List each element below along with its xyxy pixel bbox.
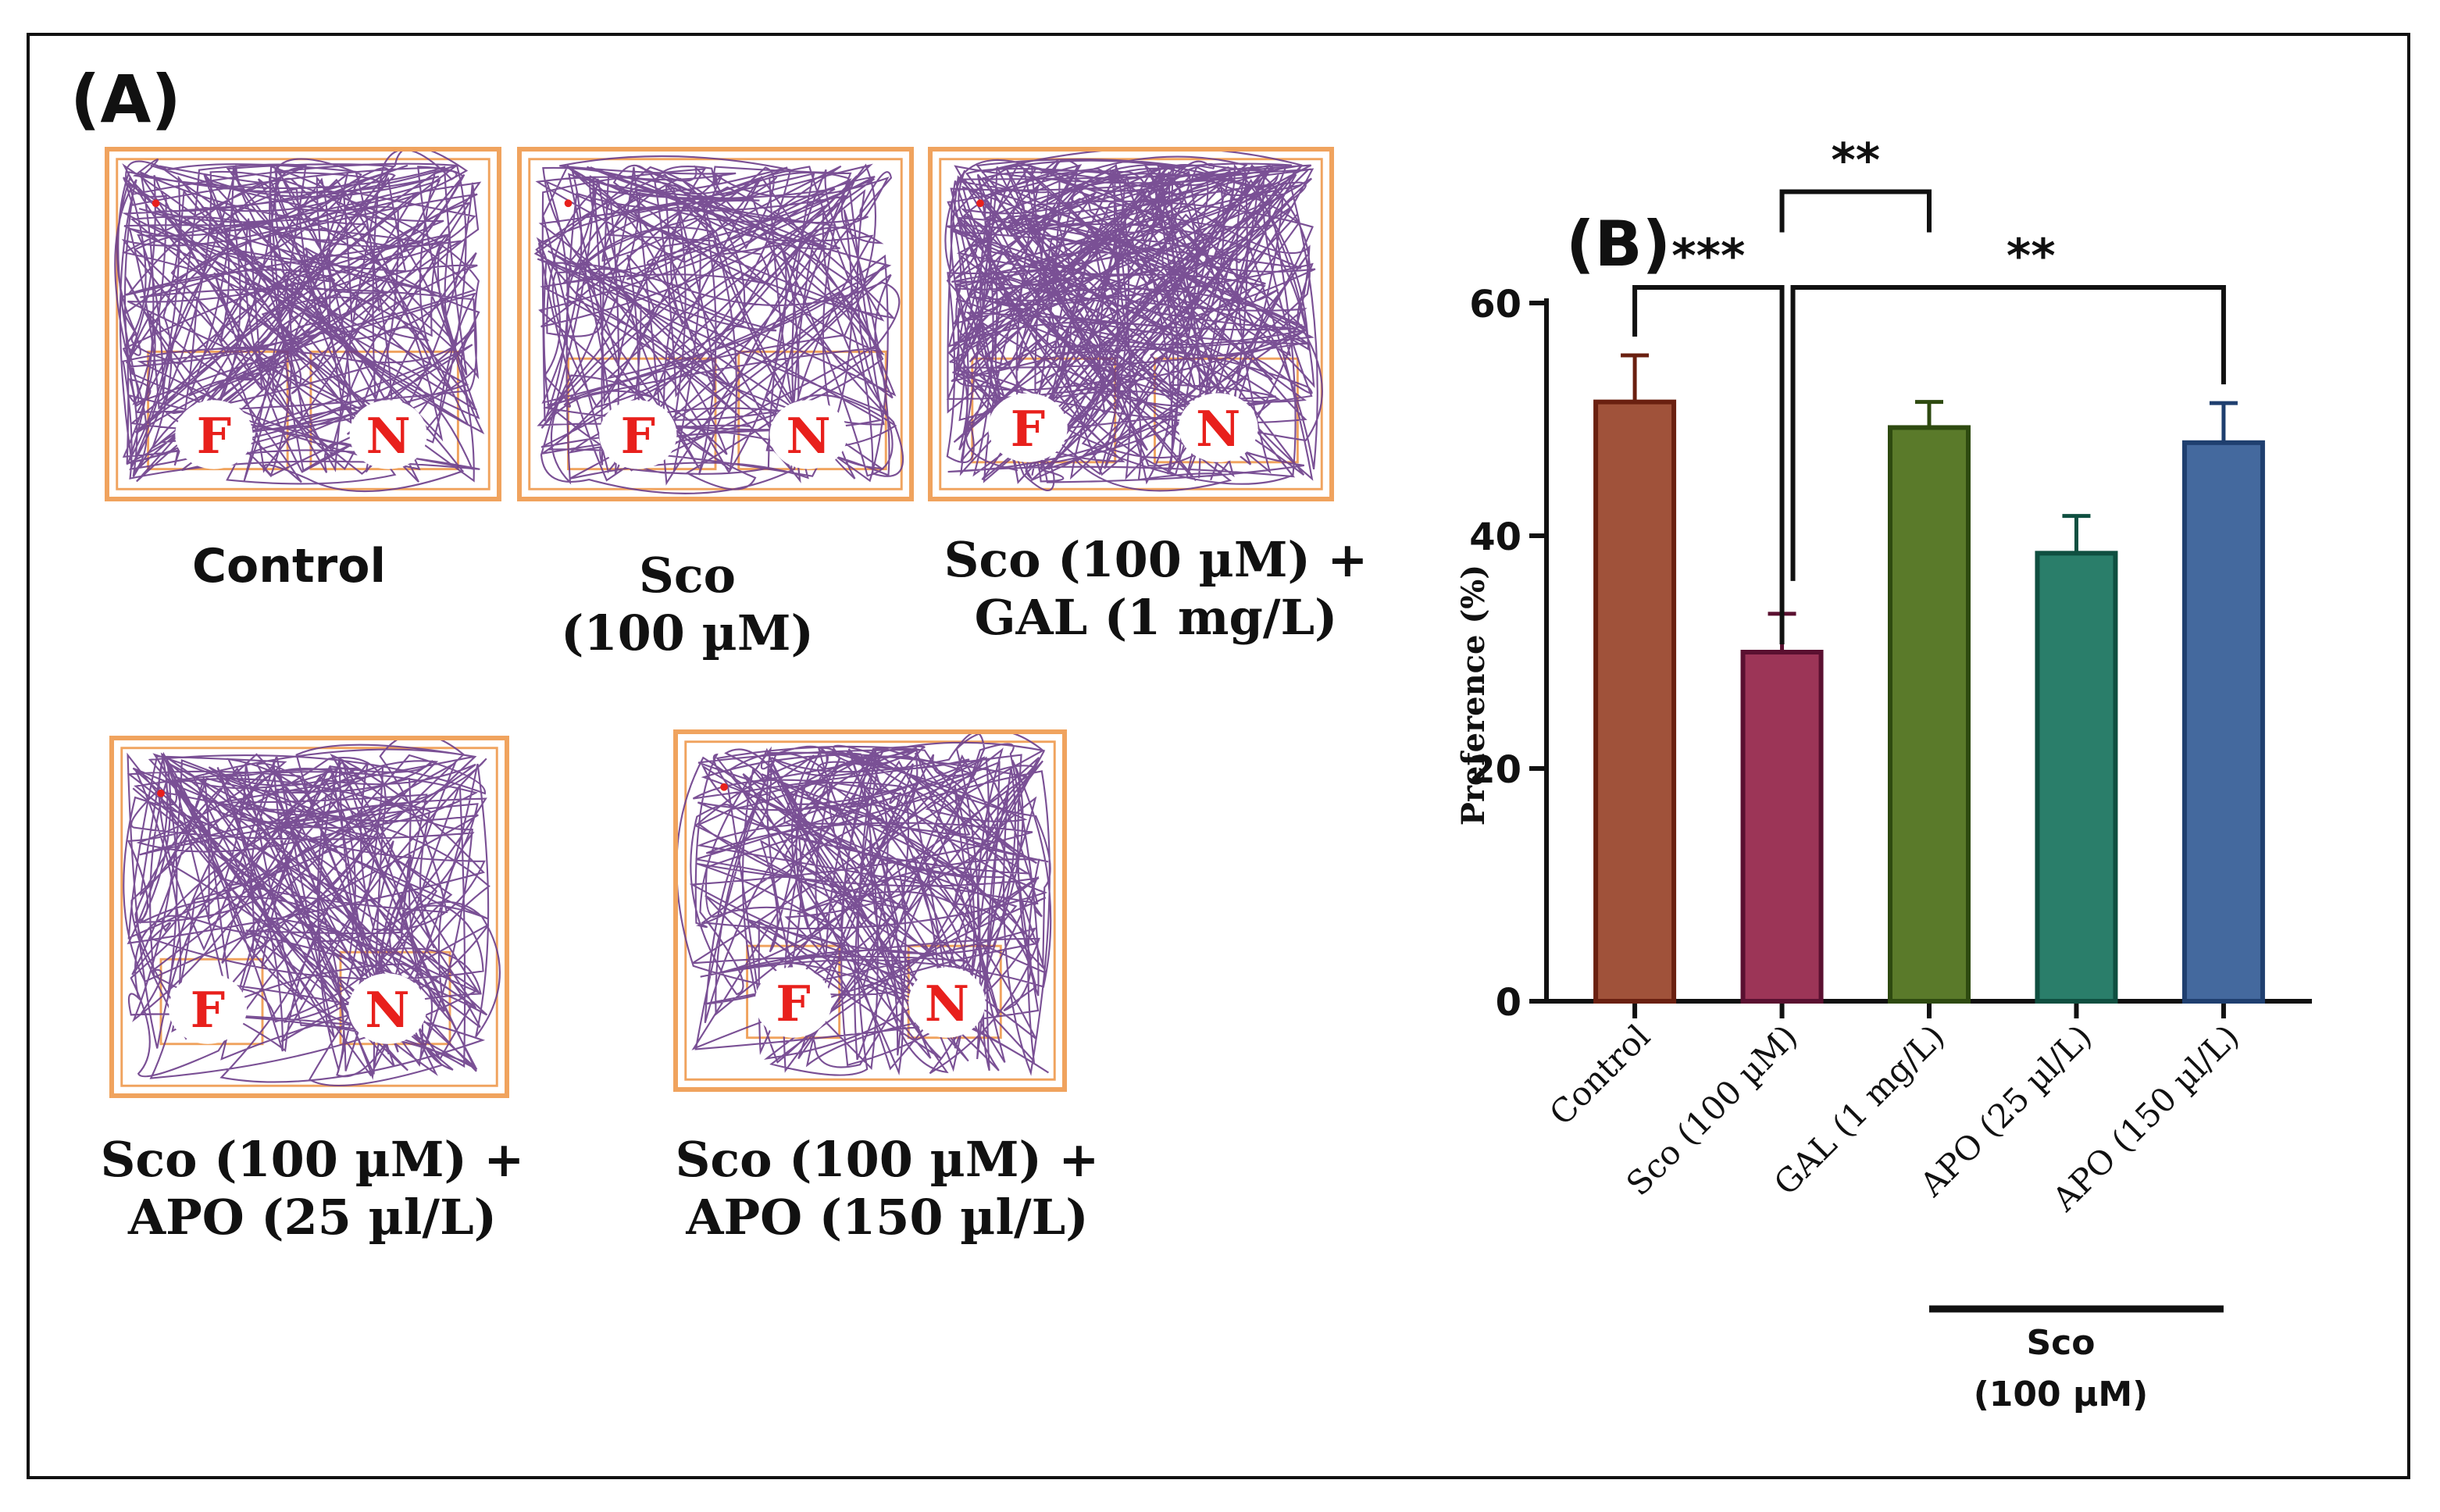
caption-sco: Sco (100 µM): [484, 547, 890, 662]
caption-sco-apo25-line2: APO (25 µl/L): [127, 1189, 498, 1246]
panel-b-label: (B): [1566, 208, 1671, 280]
bar: [2035, 551, 2118, 1004]
object-f-label: F: [191, 981, 225, 1039]
bar: [2181, 440, 2265, 1004]
caption-sco-apo25: Sco (100 µM) + APO (25 µl/L): [62, 1131, 562, 1246]
caption-sco-line1: Sco: [639, 547, 736, 604]
object-n-label: N: [365, 981, 409, 1039]
object-n-label: N: [925, 975, 969, 1032]
y-tick-label: 40: [1469, 515, 1521, 559]
caption-sco-gal-line1: Sco (100 µM) +: [944, 531, 1368, 588]
caption-control: Control: [141, 537, 437, 595]
caption-sco-line2: (100 µM): [561, 604, 814, 662]
object-n-label: N: [1196, 400, 1240, 458]
bar: [1593, 399, 1677, 1004]
bars: [1593, 399, 2265, 1004]
significance-bracket: [1632, 285, 1785, 644]
caption-sco-apo150: Sco (100 µM) + APO (150 µl/L): [637, 1131, 1137, 1246]
caption-sco-apo150-line2: APO (150 µl/L): [686, 1189, 1089, 1246]
bar: [1888, 425, 1971, 1004]
caption-sco-apo25-line1: Sco (100 µM) +: [100, 1131, 525, 1188]
significance-bracket: [1790, 285, 2226, 581]
object-f-label: F: [621, 407, 655, 465]
panel-a-label: (A): [70, 61, 181, 137]
significance-label: **: [2007, 229, 2056, 284]
y-axis-label: Preference (%): [1455, 565, 1492, 826]
object-f-label: F: [776, 975, 810, 1032]
object-f-label: F: [1011, 400, 1045, 458]
significance-label: **: [1831, 134, 1880, 188]
significance-brackets: *******: [1632, 134, 2226, 644]
y-tick-label: 0: [1496, 981, 1521, 1025]
bar: [1740, 650, 1824, 1004]
group-bracket: Sco (100 µM): [1929, 1305, 2224, 1414]
y-tick-label: 20: [1469, 748, 1521, 792]
caption-sco-gal-line2: GAL (1 mg/L): [974, 589, 1338, 646]
object-f-label: F: [197, 407, 231, 465]
figure-frame: [27, 33, 2410, 1479]
significance-bracket: [1779, 189, 1932, 233]
group-bracket-label-line2: (100 µM): [1974, 1375, 2149, 1414]
caption-control-line1: Control: [191, 539, 387, 594]
significance-label: ***: [1671, 229, 1745, 284]
object-n-label: N: [786, 407, 830, 465]
x-tick-label: Control: [1542, 1017, 1657, 1132]
object-n-label: N: [366, 407, 411, 465]
error-bars: [1621, 353, 2238, 652]
y-tick-label: 60: [1469, 283, 1521, 326]
group-bracket-label-line1: Sco: [2026, 1323, 2095, 1363]
caption-sco-apo150-line1: Sco (100 µM) +: [675, 1131, 1100, 1188]
caption-sco-gal: Sco (100 µM) + GAL (1 mg/L): [922, 531, 1390, 647]
